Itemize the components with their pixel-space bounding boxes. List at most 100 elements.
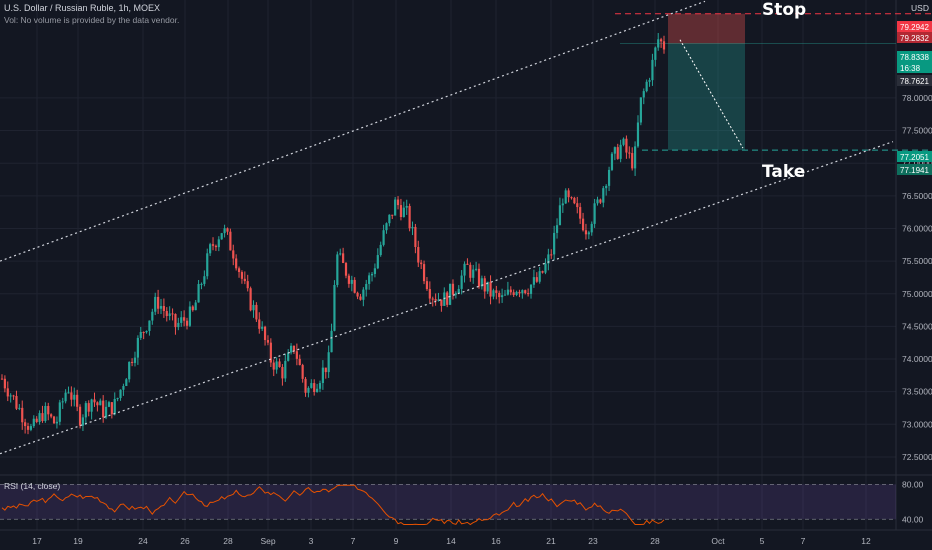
candle-body: [301, 365, 304, 379]
candle-body: [128, 361, 131, 380]
candle-body: [194, 302, 197, 311]
candle-body: [3, 378, 6, 389]
candle-body: [541, 271, 544, 273]
price-tag: [897, 164, 932, 175]
candle-body: [269, 342, 272, 363]
candle-body: [353, 279, 356, 293]
candle-body: [324, 367, 327, 373]
candle-body: [50, 414, 53, 417]
candle-body: [437, 299, 440, 301]
candle-body: [148, 320, 151, 331]
candle-body: [119, 389, 122, 399]
candle-body: [474, 268, 478, 270]
candle-body: [26, 426, 30, 430]
candle-body: [503, 294, 507, 296]
candle-body: [0, 378, 4, 380]
candle-body: [370, 273, 374, 276]
candle-body: [492, 290, 495, 297]
candle-body: [463, 263, 466, 276]
candle-body: [177, 322, 180, 328]
candle-body: [529, 284, 533, 294]
candle-body: [102, 400, 105, 418]
currency-label: USD: [911, 3, 929, 13]
candle-body: [191, 306, 194, 311]
candle-body: [607, 169, 611, 186]
candle-body: [61, 401, 64, 403]
candle-body: [287, 352, 290, 361]
candle-body: [15, 395, 18, 409]
candle-body: [313, 383, 316, 392]
x-tick-label: 24: [138, 536, 148, 546]
candle-body: [602, 188, 605, 203]
price-tag: [897, 51, 932, 62]
candle-body: [622, 138, 625, 145]
candle-body: [342, 253, 345, 263]
candle-body: [316, 388, 319, 392]
candle-body: [47, 405, 50, 415]
candle-body: [628, 152, 631, 154]
candle-body: [159, 306, 163, 309]
candle-body: [327, 352, 330, 373]
candle-body: [90, 399, 93, 412]
candle-body: [168, 313, 171, 316]
projection-arrow: [679, 39, 744, 149]
y-tick-label: 77.5000: [902, 126, 932, 136]
stop-loss-zone: [668, 13, 745, 44]
rsi-band: [0, 484, 896, 520]
candle-body: [171, 313, 174, 315]
candle-body: [107, 402, 111, 407]
candle-body: [451, 283, 455, 295]
price-tag-label: 77.1941: [900, 166, 929, 175]
candle-body: [477, 268, 481, 287]
candle-body: [243, 278, 246, 282]
candle-body: [486, 281, 489, 292]
candle-body: [547, 254, 550, 264]
candle-body: [610, 153, 614, 170]
y-tick-label: 77.0000: [902, 158, 932, 168]
candle-body: [93, 399, 96, 403]
candle-body: [261, 326, 264, 329]
candle-body: [408, 205, 411, 229]
y-tick-label: 73.0000: [902, 419, 932, 429]
candle-body: [420, 262, 423, 265]
candle-body: [206, 253, 209, 277]
candle-body: [188, 306, 192, 326]
candle-body: [362, 289, 365, 300]
candle-body: [365, 283, 368, 290]
candle-body: [272, 362, 275, 370]
take-profit-zone: [668, 43, 745, 151]
candle-body: [321, 367, 324, 384]
candle-body: [310, 383, 313, 388]
candle-body: [214, 245, 218, 248]
candle-body: [318, 383, 322, 389]
candle-body: [122, 386, 125, 390]
rsi-lower-label: 40.00: [902, 514, 924, 524]
candle-body: [576, 203, 579, 208]
y-tick-label: 74.0000: [902, 354, 932, 364]
candle-body: [133, 357, 137, 363]
candle-body: [446, 292, 449, 305]
candle-body: [515, 291, 518, 295]
candle-body: [333, 284, 336, 331]
candle-body: [339, 253, 342, 255]
x-tick-label: 12: [861, 536, 871, 546]
x-tick-label: 14: [446, 536, 456, 546]
candle-body: [104, 406, 108, 418]
candle-body: [136, 337, 139, 358]
candle-body: [223, 228, 226, 234]
take-annotation: Take: [762, 162, 806, 182]
stop-annotation: Stop: [762, 0, 807, 20]
candle-body: [249, 288, 252, 311]
candle-body: [625, 138, 628, 153]
candle-body: [636, 122, 640, 147]
x-tick-label: 21: [546, 536, 556, 546]
candle-body: [527, 293, 530, 295]
candle-body: [24, 422, 27, 427]
candle-body: [555, 225, 559, 233]
candle-body: [55, 421, 59, 424]
candle-body: [605, 185, 608, 189]
candle-body: [373, 268, 377, 274]
candle-body: [220, 233, 223, 240]
candle-body: [483, 278, 486, 292]
